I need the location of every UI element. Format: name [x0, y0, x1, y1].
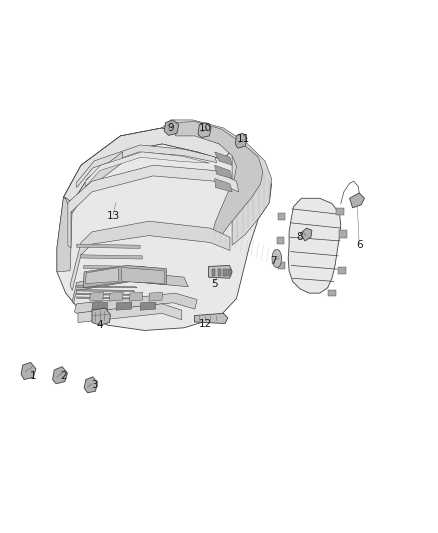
Polygon shape: [68, 165, 239, 248]
Polygon shape: [77, 286, 137, 288]
Polygon shape: [140, 302, 156, 310]
Polygon shape: [57, 197, 72, 272]
Polygon shape: [77, 145, 217, 188]
Polygon shape: [116, 302, 132, 310]
Polygon shape: [277, 237, 284, 244]
Text: 1: 1: [29, 371, 36, 381]
Polygon shape: [84, 265, 145, 270]
Polygon shape: [215, 152, 232, 165]
Text: 10: 10: [199, 123, 212, 133]
Ellipse shape: [272, 249, 282, 268]
Polygon shape: [72, 272, 188, 304]
Polygon shape: [212, 269, 215, 276]
Polygon shape: [215, 165, 232, 179]
Polygon shape: [208, 265, 232, 278]
Polygon shape: [77, 293, 133, 295]
Text: 12: 12: [198, 319, 212, 329]
Polygon shape: [74, 293, 197, 313]
Polygon shape: [175, 122, 263, 241]
Polygon shape: [350, 193, 364, 208]
Polygon shape: [338, 266, 346, 274]
Polygon shape: [288, 198, 341, 293]
Polygon shape: [80, 255, 142, 259]
Polygon shape: [328, 290, 336, 296]
Polygon shape: [77, 244, 140, 248]
Text: 6: 6: [356, 240, 363, 250]
Text: 2: 2: [60, 371, 67, 381]
Text: 4: 4: [96, 320, 103, 330]
Polygon shape: [92, 308, 110, 325]
Polygon shape: [164, 120, 179, 135]
Polygon shape: [223, 269, 227, 276]
Text: 11: 11: [237, 134, 250, 143]
Polygon shape: [336, 208, 344, 215]
Text: 9: 9: [167, 123, 174, 133]
Polygon shape: [228, 269, 231, 276]
Polygon shape: [78, 304, 182, 322]
Polygon shape: [53, 367, 67, 384]
Text: 7: 7: [270, 256, 277, 266]
Polygon shape: [215, 179, 232, 192]
Polygon shape: [85, 152, 209, 187]
Polygon shape: [122, 268, 164, 284]
Polygon shape: [278, 262, 285, 269]
Text: 5: 5: [211, 279, 218, 288]
Polygon shape: [87, 276, 147, 280]
Text: 8: 8: [297, 232, 304, 242]
Polygon shape: [70, 221, 230, 290]
Polygon shape: [77, 289, 135, 292]
Polygon shape: [90, 292, 103, 301]
Text: 13: 13: [106, 211, 120, 221]
Polygon shape: [21, 362, 36, 379]
Polygon shape: [198, 123, 211, 138]
Polygon shape: [110, 292, 123, 301]
Polygon shape: [92, 302, 108, 310]
Text: 3: 3: [91, 380, 98, 390]
Polygon shape: [218, 269, 221, 276]
Polygon shape: [339, 230, 347, 238]
Polygon shape: [83, 265, 166, 288]
Polygon shape: [57, 128, 272, 330]
Polygon shape: [129, 292, 143, 301]
Polygon shape: [65, 152, 123, 213]
Polygon shape: [300, 228, 312, 241]
Polygon shape: [149, 292, 162, 301]
Polygon shape: [235, 133, 247, 148]
Polygon shape: [77, 297, 131, 299]
Polygon shape: [278, 213, 285, 220]
Polygon shape: [64, 128, 232, 203]
Polygon shape: [85, 268, 118, 284]
Polygon shape: [162, 120, 272, 245]
Polygon shape: [84, 377, 97, 393]
Polygon shape: [194, 313, 228, 324]
